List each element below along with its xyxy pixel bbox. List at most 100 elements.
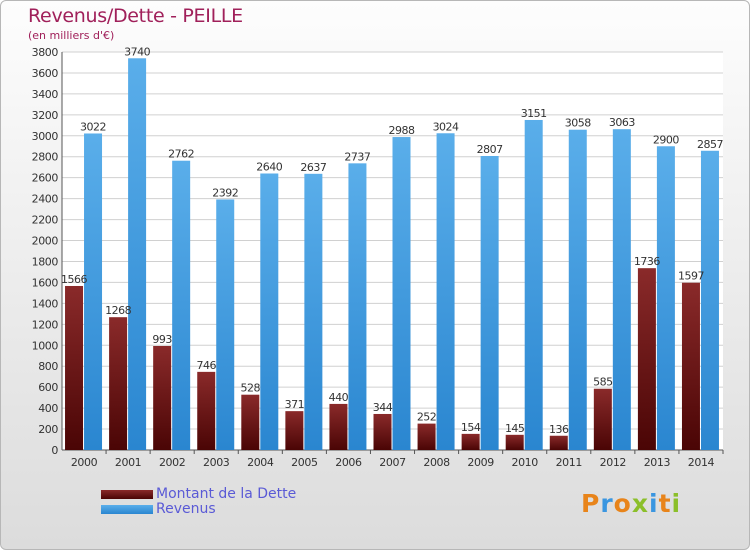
bar-revenus — [348, 163, 367, 450]
logo-letter: i — [671, 489, 682, 518]
legend-label-dette: Montant de la Dette — [156, 486, 297, 502]
y-tick-label: 600 — [38, 381, 58, 394]
x-tick-label: 2001 — [115, 456, 141, 469]
data-label-dette: 1736 — [634, 255, 660, 268]
legend-swatch-dette — [101, 490, 153, 499]
data-label-revenus: 2392 — [212, 186, 238, 199]
y-tick-label: 2600 — [32, 172, 59, 185]
y-tick-label: 2800 — [32, 151, 59, 164]
y-tick-label: 400 — [38, 402, 58, 415]
legend-label-revenus: Revenus — [156, 501, 216, 517]
data-label-dette: 154 — [461, 421, 481, 434]
y-tick-label: 1200 — [32, 318, 59, 331]
bar-dette — [109, 317, 128, 450]
y-tick-label: 1000 — [32, 339, 59, 352]
logo-letter: i — [649, 489, 659, 518]
bar-revenus — [524, 119, 543, 450]
bar-dette — [285, 411, 304, 450]
y-tick-label: 2200 — [32, 214, 59, 227]
x-tick-label: 2004 — [247, 456, 274, 469]
bar-dette — [241, 394, 260, 450]
data-label-revenus: 2807 — [477, 143, 503, 156]
y-tick-label: 800 — [38, 360, 58, 373]
data-label-revenus: 2988 — [389, 124, 415, 137]
data-label-dette: 371 — [285, 398, 305, 411]
data-label-dette: 136 — [549, 423, 569, 436]
bar-revenus — [392, 137, 411, 450]
legend-swatch-revenus — [101, 505, 153, 514]
bar-dette — [549, 435, 568, 450]
x-tick-label: 2012 — [600, 456, 626, 469]
data-label-revenus: 3058 — [565, 117, 591, 130]
bar-dette — [65, 285, 84, 450]
data-label-revenus: 2857 — [697, 138, 723, 151]
x-tick-label: 2000 — [71, 456, 98, 469]
bar-revenus — [568, 129, 587, 451]
data-label-dette: 993 — [152, 333, 172, 346]
y-tick-label: 3000 — [32, 130, 59, 143]
proxiti-logo: Proxiti — [581, 489, 681, 518]
bar-dette — [417, 423, 436, 450]
data-label-dette: 1268 — [105, 304, 131, 317]
bar-revenus — [612, 129, 631, 451]
data-label-revenus: 2640 — [256, 160, 282, 173]
logo-letter: P — [581, 489, 601, 518]
y-tick-label: 0 — [51, 444, 58, 457]
bar-dette — [593, 388, 612, 450]
logo-letter: t — [658, 489, 672, 518]
x-tick-label: 2008 — [423, 456, 450, 469]
y-tick-label: 3600 — [32, 67, 59, 80]
data-label-dette: 1597 — [678, 270, 704, 283]
y-tick-label: 200 — [38, 423, 58, 436]
bar-revenus — [84, 133, 103, 450]
bar-revenus — [700, 150, 719, 450]
data-label-revenus: 3022 — [80, 120, 106, 133]
data-label-revenus: 2637 — [300, 161, 326, 174]
logo-letter: o — [613, 489, 632, 518]
bar-revenus — [260, 173, 279, 450]
logo-letter: x — [631, 489, 649, 518]
logo-letter: r — [600, 489, 614, 518]
bar-dette — [461, 433, 480, 450]
bar-dette — [329, 403, 348, 450]
data-label-revenus: 2900 — [653, 133, 679, 146]
data-label-dette: 440 — [329, 391, 349, 404]
y-tick-label: 2400 — [32, 193, 59, 206]
y-tick-label: 1800 — [32, 255, 59, 268]
bar-layer — [65, 58, 719, 451]
bar-dette — [637, 268, 656, 450]
y-tick-label: 3400 — [32, 88, 59, 101]
data-label-dette: 145 — [505, 422, 525, 435]
bar-dette — [505, 434, 524, 450]
bar-dette — [197, 371, 216, 450]
bar-revenus — [436, 133, 455, 450]
bar-revenus — [172, 160, 191, 450]
data-label-dette: 746 — [196, 359, 216, 372]
data-label-dette: 1566 — [61, 273, 87, 286]
x-tick-label: 2011 — [556, 456, 582, 469]
data-label-revenus: 3063 — [609, 116, 635, 129]
label-layer: 1566 3022 1268 3740 993 2762 746 2392 528 2640 371… — [61, 45, 724, 436]
x-tick-label: 2005 — [291, 456, 318, 469]
data-label-revenus: 2737 — [344, 150, 370, 163]
y-tick-label: 3200 — [32, 109, 59, 122]
y-tick-label: 3800 — [32, 46, 59, 59]
chart-subtitle: (en milliers d'€) — [28, 29, 115, 42]
y-tick-label: 1600 — [32, 276, 59, 289]
data-label-revenus: 3151 — [521, 107, 547, 120]
bar-dette — [153, 345, 172, 450]
data-label-dette: 344 — [373, 401, 393, 414]
x-tick-label: 2002 — [159, 456, 185, 469]
bar-dette — [681, 282, 700, 450]
x-tick-label: 2014 — [688, 456, 715, 469]
y-tick-label: 2000 — [32, 235, 59, 248]
bar-revenus — [480, 156, 499, 451]
bar-revenus — [304, 173, 323, 450]
x-tick-label: 2010 — [511, 456, 538, 469]
chart-title: Revenus/Dette - PEILLE — [28, 5, 243, 27]
x-tick-label: 2013 — [644, 456, 671, 469]
data-label-dette: 528 — [241, 382, 261, 395]
bar-dette — [373, 413, 392, 450]
